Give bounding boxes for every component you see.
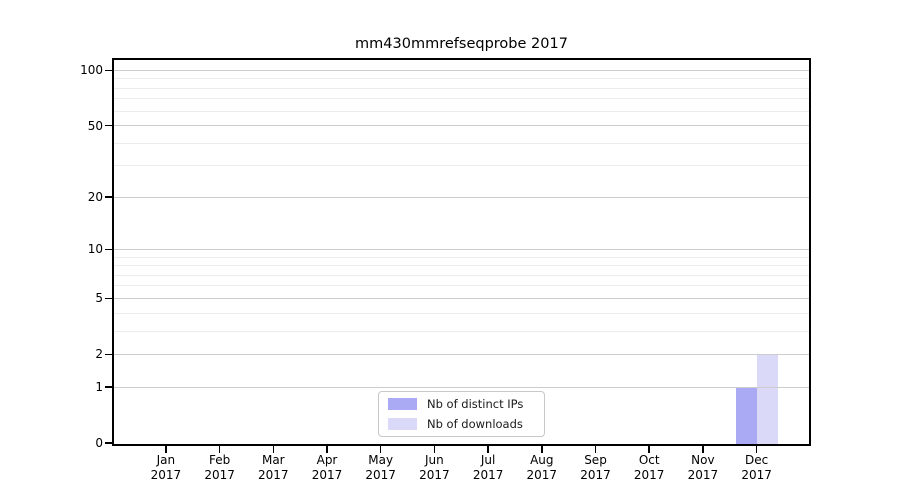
legend-label: Nb of downloads (427, 417, 523, 431)
major-gridline (114, 297, 809, 299)
y-tick-mark (105, 248, 112, 251)
minor-gridline (114, 165, 809, 167)
x-tick-label: Nov 2017 (663, 453, 743, 482)
x-tick-mark (433, 446, 436, 453)
chart-title: mm430mmrefseqprobe 2017 (355, 36, 568, 52)
legend-swatch (388, 418, 417, 430)
x-tick-mark (755, 446, 758, 453)
major-gridline (114, 353, 809, 355)
year-label: 2017 (580, 467, 611, 482)
month-label: Jun (425, 453, 444, 467)
year-label: 2017 (472, 467, 504, 482)
legend-entry: Nb of downloads (388, 416, 535, 432)
y-tick-label: 10 (87, 242, 103, 257)
month-label: Apr (316, 453, 338, 467)
x-tick-label: Jun 2017 (394, 453, 474, 482)
minor-gridline (114, 78, 809, 80)
year-label: 2017 (419, 467, 450, 482)
minor-gridline (114, 142, 809, 144)
minor-gridline (114, 110, 809, 112)
y-tick-mark (105, 386, 112, 388)
x-tick-mark (541, 446, 543, 453)
x-tick-label: Dec 2017 (717, 453, 797, 482)
year-label: 2017 (633, 467, 665, 482)
y-tick-mark (105, 196, 112, 199)
legend-label: Nb of distinct IPs (427, 397, 524, 411)
x-tick-mark (218, 446, 221, 453)
year-label: 2017 (365, 467, 396, 482)
minor-gridline (114, 256, 809, 258)
x-tick-label: Jul 2017 (448, 453, 528, 482)
year-label: 2017 (526, 467, 558, 482)
x-tick-label: Jan 2017 (126, 453, 206, 482)
x-tick-label: Sep 2017 (556, 453, 636, 482)
y-tick-label: 1 (95, 380, 103, 395)
legend-entry: Nb of distinct IPs (388, 396, 535, 412)
minor-gridline (114, 265, 809, 267)
x-tick-mark (379, 446, 382, 453)
year-label: 2017 (311, 467, 343, 482)
major-gridline (114, 196, 809, 198)
month-label: Aug (530, 453, 554, 467)
y-tick-mark (105, 124, 112, 127)
legend-swatch (388, 398, 417, 410)
x-tick-label: May 2017 (341, 453, 421, 482)
y-tick-label: 100 (80, 63, 103, 78)
minor-gridline (114, 274, 809, 276)
month-label: Oct (638, 453, 660, 467)
x-tick-label: Mar 2017 (233, 453, 313, 482)
bar-downloads (756, 354, 778, 444)
x-tick-mark (487, 446, 489, 453)
y-tick-label: 20 (87, 190, 103, 205)
minor-gridline (114, 330, 809, 332)
grid-layer (114, 60, 809, 444)
month-label: Jul (480, 453, 496, 467)
year-label: 2017 (258, 467, 289, 482)
month-label: Jan (156, 453, 176, 467)
x-tick-mark (272, 446, 275, 453)
x-tick-label: Aug 2017 (502, 453, 582, 482)
bar-distinct-ips (735, 387, 757, 444)
minor-gridline (114, 285, 809, 287)
y-tick-label: 0 (95, 436, 103, 450)
y-tick-label: 50 (87, 118, 103, 133)
year-label: 2017 (741, 467, 772, 482)
minor-gridline (114, 87, 809, 89)
major-gridline (114, 125, 809, 127)
x-tick-mark (165, 446, 167, 453)
y-tick-mark (105, 353, 112, 356)
legend: Nb of distinct IPs Nb of downloads (378, 391, 545, 437)
bars-layer (114, 60, 809, 444)
month-label: Dec (744, 453, 769, 467)
major-gridline (114, 386, 809, 388)
major-gridline (114, 69, 809, 71)
y-tick-mark (105, 442, 112, 444)
x-tick-mark (326, 446, 328, 453)
month-label: Mar (261, 453, 285, 467)
month-label: Nov (691, 453, 715, 467)
y-tick-label: 5 (95, 291, 103, 306)
plot-area (112, 58, 811, 446)
minor-gridline (114, 312, 809, 314)
year-label: 2017 (204, 467, 235, 482)
y-tick-mark (105, 69, 112, 72)
x-tick-label: Feb 2017 (180, 453, 260, 482)
major-gridline (114, 248, 809, 250)
year-label: 2017 (687, 467, 719, 482)
minor-gridline (114, 98, 809, 100)
x-tick-mark (594, 446, 597, 453)
y-tick-label: 2 (95, 347, 103, 362)
month-label: May (368, 453, 394, 467)
x-tick-mark (702, 446, 704, 453)
x-tick-label: Oct 2017 (609, 453, 689, 482)
x-tick-mark (648, 446, 650, 453)
y-tick-mark (105, 297, 112, 300)
month-label: Feb (208, 453, 231, 467)
month-label: Sep (584, 453, 607, 467)
year-label: 2017 (150, 467, 182, 482)
x-tick-label: Apr 2017 (287, 453, 367, 482)
